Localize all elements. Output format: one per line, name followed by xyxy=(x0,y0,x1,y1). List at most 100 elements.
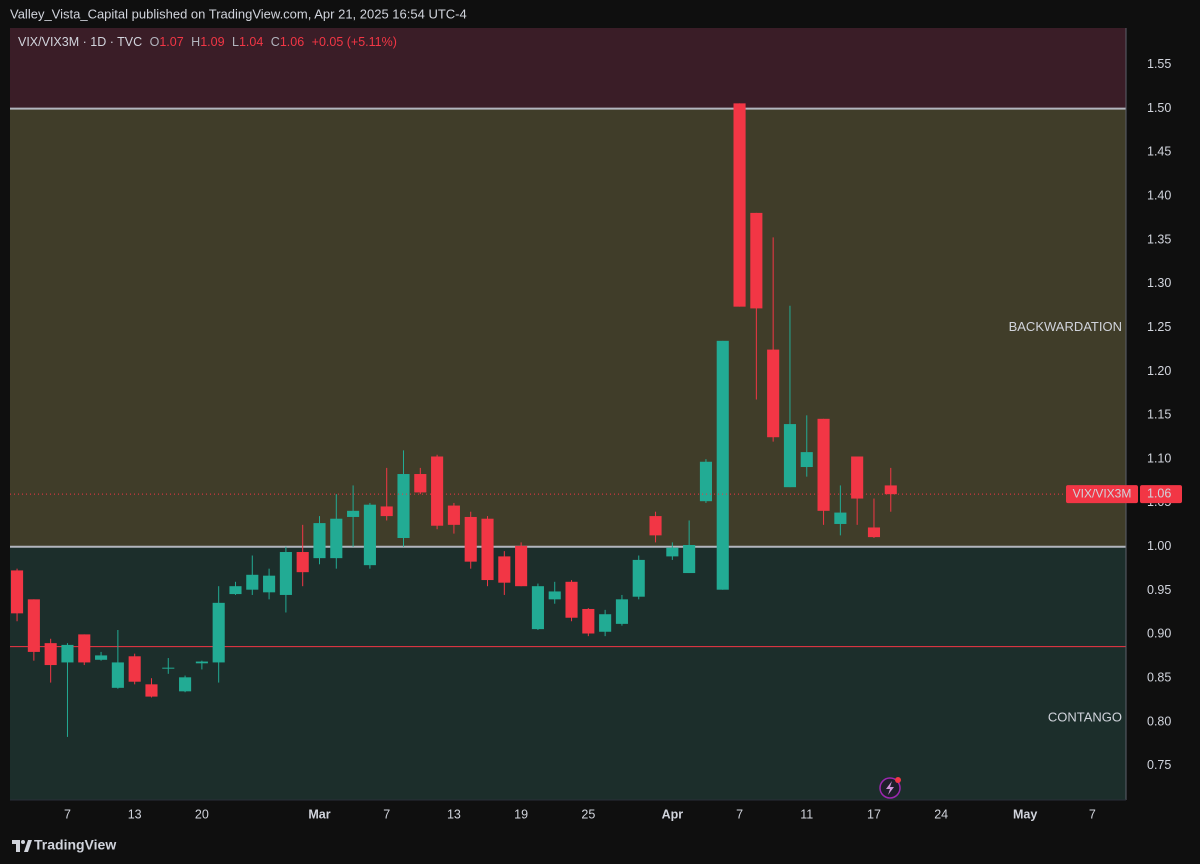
x-tick-label: 20 xyxy=(195,807,209,821)
y-tick-label: 1.10 xyxy=(1147,451,1171,465)
candle-body xyxy=(531,586,544,630)
y-tick-label: 0.80 xyxy=(1147,714,1171,728)
symbol-info: VIX/VIX3M · 1D · TVC xyxy=(18,35,142,49)
candle-body xyxy=(44,643,57,666)
tv-logo xyxy=(12,840,32,852)
candle-body xyxy=(834,512,847,524)
candle-body xyxy=(11,570,24,614)
candle-body xyxy=(27,599,40,652)
candle-body xyxy=(145,684,158,697)
candle-body xyxy=(397,474,410,538)
high-label: H xyxy=(191,35,200,49)
candle-body xyxy=(313,523,326,559)
candle-body xyxy=(111,662,124,688)
candle-body xyxy=(78,634,91,663)
y-tick-label: 0.95 xyxy=(1147,583,1171,597)
x-tick-label: 7 xyxy=(736,807,743,821)
close-value: 1.06 xyxy=(280,35,304,49)
y-tick-label: 1.25 xyxy=(1147,320,1171,334)
y-tick-label: 1.35 xyxy=(1147,232,1171,246)
y-tick-label: 1.40 xyxy=(1147,189,1171,203)
x-tick-label: 13 xyxy=(447,807,461,821)
x-tick-label: 7 xyxy=(64,807,71,821)
candle-body xyxy=(330,518,343,559)
zone-label: BACKWARDATION xyxy=(1009,319,1122,334)
x-tick-label: 11 xyxy=(800,807,813,821)
candle-body xyxy=(615,599,628,624)
candle-body xyxy=(699,461,712,502)
candle-body xyxy=(767,349,780,438)
legend: VIX/VIX3M · 1D · TVC O1.07 H1.09 L1.04 C… xyxy=(18,35,397,49)
candle-body xyxy=(128,656,141,682)
x-tick-label: May xyxy=(1013,807,1037,821)
candle-body xyxy=(263,575,276,593)
candle-body xyxy=(363,504,376,566)
candle-body xyxy=(649,516,662,536)
x-tick-label: Apr xyxy=(662,807,684,821)
x-tick-label: Mar xyxy=(308,807,330,821)
candle-body xyxy=(246,574,259,590)
candle-body xyxy=(481,518,494,581)
y-tick-label: 1.50 xyxy=(1147,101,1171,115)
candle-body xyxy=(431,456,444,526)
candle-body xyxy=(817,418,830,511)
low-value: 1.04 xyxy=(239,35,263,49)
candle-body xyxy=(498,556,511,583)
zone xyxy=(10,28,1126,109)
x-tick-label: 19 xyxy=(514,807,528,821)
candle-body xyxy=(632,559,645,597)
brand: TradingView xyxy=(34,837,116,853)
y-tick-label: 1.15 xyxy=(1147,408,1171,422)
change: +0.05 (+5.11%) xyxy=(312,35,397,49)
open-label: O xyxy=(150,35,160,49)
candle-body xyxy=(733,103,746,307)
lightning-icon xyxy=(879,777,901,799)
high-value: 1.09 xyxy=(200,35,224,49)
candle-body xyxy=(851,456,864,499)
y-tick-label: 0.90 xyxy=(1147,627,1171,641)
price-tag: 1.06 xyxy=(1147,486,1171,500)
y-tick-label: 1.00 xyxy=(1147,539,1171,553)
candle-body xyxy=(515,545,528,587)
candle-body xyxy=(447,505,460,525)
x-tick-label: 17 xyxy=(867,807,881,821)
candle-body xyxy=(95,655,108,660)
candle-body xyxy=(464,516,477,562)
x-tick-label: 24 xyxy=(934,807,948,821)
published-note: Valley_Vista_Capital published on Tradin… xyxy=(10,6,467,21)
x-tick-label: 25 xyxy=(581,807,595,821)
candle-body xyxy=(750,212,763,309)
name-tag: VIX/VIX3M xyxy=(1073,486,1132,500)
x-tick-label: 13 xyxy=(128,807,142,821)
candle-body xyxy=(279,552,292,595)
candle-body xyxy=(683,545,696,574)
x-tick-label: 7 xyxy=(1089,807,1096,821)
low-label: L xyxy=(232,35,239,49)
candle-body xyxy=(61,644,74,663)
open-value: 1.07 xyxy=(159,35,183,49)
candle-body xyxy=(783,424,797,488)
candle-body xyxy=(347,510,360,517)
candle-body xyxy=(599,614,612,632)
candle-body xyxy=(414,474,427,493)
y-tick-label: 0.85 xyxy=(1147,670,1171,684)
zone-label: CONTANGO xyxy=(1048,709,1122,724)
candle-body xyxy=(548,591,561,600)
candle-body xyxy=(296,552,309,573)
y-tick-label: 1.55 xyxy=(1147,57,1171,71)
y-tick-label: 0.75 xyxy=(1147,758,1171,772)
candle-body xyxy=(666,547,679,557)
candle-body xyxy=(565,581,578,618)
candle-body xyxy=(229,586,242,595)
footer-bar xyxy=(0,828,1200,864)
candle-body xyxy=(179,677,192,692)
y-tick-label: 1.45 xyxy=(1147,145,1171,159)
price-tag-bg xyxy=(1140,485,1182,504)
zone xyxy=(10,108,1126,547)
plot: BACKWARDATION CONTANGO 0.75 0.80 0.85 0.90 0.9… xyxy=(10,28,1182,821)
candle-body xyxy=(212,602,225,663)
candle-body xyxy=(716,340,729,590)
candle-body xyxy=(867,527,881,538)
